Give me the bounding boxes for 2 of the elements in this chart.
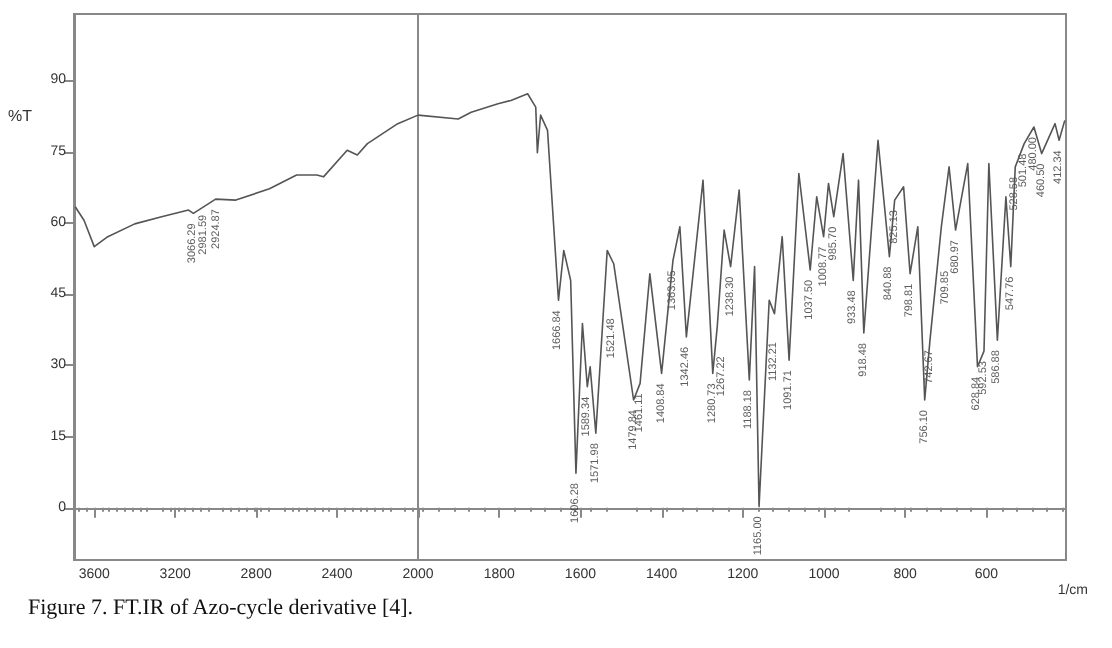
y-axis-title: %T bbox=[8, 107, 33, 125]
caption: Figure 7. FT.IR of Azo-cycle derivative [4]. bbox=[28, 596, 414, 620]
